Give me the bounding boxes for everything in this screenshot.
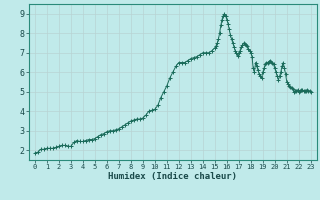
X-axis label: Humidex (Indice chaleur): Humidex (Indice chaleur)	[108, 172, 237, 181]
